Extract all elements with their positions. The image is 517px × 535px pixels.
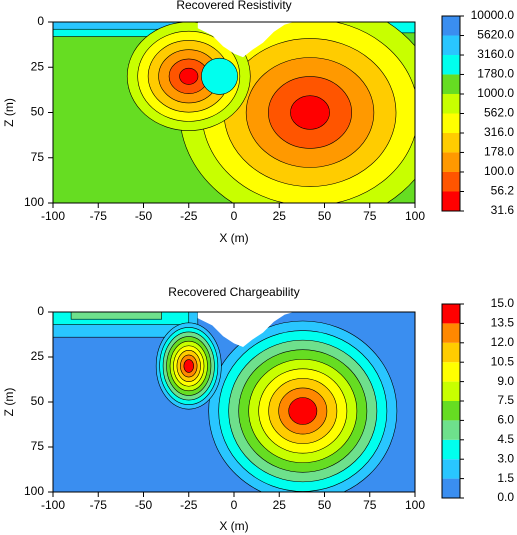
colorbar-tick-label: 178.0 <box>484 145 514 159</box>
x-tick-label: -50 <box>135 498 153 512</box>
x-tick-label: -100 <box>41 498 65 512</box>
colorbar-band <box>442 401 460 421</box>
colorbar-tick-label: 7.5 <box>497 393 514 407</box>
colorbar-tick-label: 1.5 <box>497 471 514 485</box>
contour-region <box>288 397 318 425</box>
colorbar-tick-label: 3.0 <box>497 451 514 465</box>
contour-region <box>179 67 199 85</box>
colorbar-tick-label: 9.0 <box>497 374 514 388</box>
colorbar-band <box>442 113 460 134</box>
y-tick-label: 25 <box>31 59 45 73</box>
contour-region <box>201 57 238 95</box>
y-tick-label: 100 <box>24 195 44 209</box>
x-tick-label: -75 <box>90 209 108 223</box>
x-tick-label: 25 <box>273 209 287 223</box>
x-tick-label: 50 <box>318 498 332 512</box>
colorbar-band <box>442 35 460 56</box>
colorbar-band <box>442 342 460 363</box>
colorbar-band <box>442 478 460 498</box>
colorbar-band <box>442 55 460 75</box>
field-band <box>70 312 162 320</box>
x-tick-label: 75 <box>363 498 377 512</box>
x-axis-label: X (m) <box>219 231 248 245</box>
y-tick-label: 0 <box>37 304 44 318</box>
x-tick-label: 75 <box>363 209 377 223</box>
colorbar-band <box>442 381 460 401</box>
colorbar-tick-label: 12.0 <box>491 335 515 349</box>
colorbar-band <box>442 93 460 114</box>
colorbar-tick-label: 56.2 <box>491 184 515 198</box>
colorbar-tick-label: 3160.0 <box>477 47 514 61</box>
y-tick-label: 50 <box>31 105 45 119</box>
colorbar-tick-label: 6.0 <box>497 413 514 427</box>
y-tick-label: 75 <box>31 150 45 164</box>
y-tick-label: 25 <box>31 349 45 363</box>
x-tick-label: -25 <box>180 498 198 512</box>
x-tick-label: 0 <box>231 209 238 223</box>
colorbar-tick-label: 31.6 <box>491 203 515 217</box>
colorbar-tick-label: 15.0 <box>491 296 515 310</box>
field <box>53 312 415 492</box>
colorbar-band <box>442 152 460 172</box>
panel: -100 -75 -50 -25 0 25 50 75 100 0 25 50 75 100 Recover… <box>2 0 514 245</box>
colorbar-band <box>442 459 460 479</box>
topography <box>197 22 294 58</box>
colorbar-tick-label: 5620.0 <box>477 28 514 42</box>
colorbar-band <box>442 439 460 460</box>
colorbar-tick-label: 10.5 <box>491 354 515 368</box>
y-tick-label: 75 <box>31 439 45 453</box>
x-tick-label: -75 <box>90 498 108 512</box>
x-tick-label: 0 <box>231 498 238 512</box>
panel: -100 -75 -50 -25 0 25 50 75 100 0 25 50 75 100 Recover… <box>2 285 514 533</box>
x-tick-label: 100 <box>405 209 425 223</box>
x-tick-label: -50 <box>135 209 153 223</box>
y-tick-label: 100 <box>24 484 44 498</box>
x-axis-label: X (m) <box>219 519 248 533</box>
colorbar-tick-label: 0.0 <box>497 490 514 504</box>
colorbar-tick-label: 100.0 <box>484 164 514 178</box>
colorbar-band <box>442 420 460 440</box>
x-tick-label: 100 <box>405 498 425 512</box>
y-axis-label: Z (m) <box>2 98 16 127</box>
colorbar-band <box>442 133 460 153</box>
topography <box>197 312 294 347</box>
x-tick-label: -100 <box>41 209 65 223</box>
chart-title: Recovered Chargeability <box>168 285 299 299</box>
y-axis-label: Z (m) <box>2 388 16 417</box>
colorbar-band <box>442 362 460 382</box>
colorbar-band <box>442 171 460 192</box>
y-tick-label: 50 <box>31 394 45 408</box>
chart-title: Recovered Resistivity <box>176 0 291 12</box>
x-tick-label: 50 <box>318 209 332 223</box>
y-tick-label: 0 <box>37 14 44 28</box>
colorbar-tick-label: 13.5 <box>491 316 515 330</box>
colorbar-band <box>442 74 460 94</box>
x-tick-label: -25 <box>180 209 198 223</box>
colorbar-tick-label: 4.5 <box>497 432 514 446</box>
colorbar-tick-label: 562.0 <box>484 106 514 120</box>
colorbar-tick-label: 1000.0 <box>477 86 514 100</box>
x-tick-label: 25 <box>273 498 287 512</box>
colorbar-band <box>442 304 460 324</box>
colorbar-tick-label: 10000.0 <box>471 8 515 22</box>
contour-region <box>290 95 330 130</box>
field <box>53 22 415 203</box>
colorbar-band <box>442 16 460 36</box>
contour-region <box>183 359 194 373</box>
colorbar-band <box>442 323 460 343</box>
colorbar-tick-label: 1780.0 <box>477 67 514 81</box>
colorbar-band <box>442 191 460 211</box>
colorbar-tick-label: 316.0 <box>484 125 514 139</box>
